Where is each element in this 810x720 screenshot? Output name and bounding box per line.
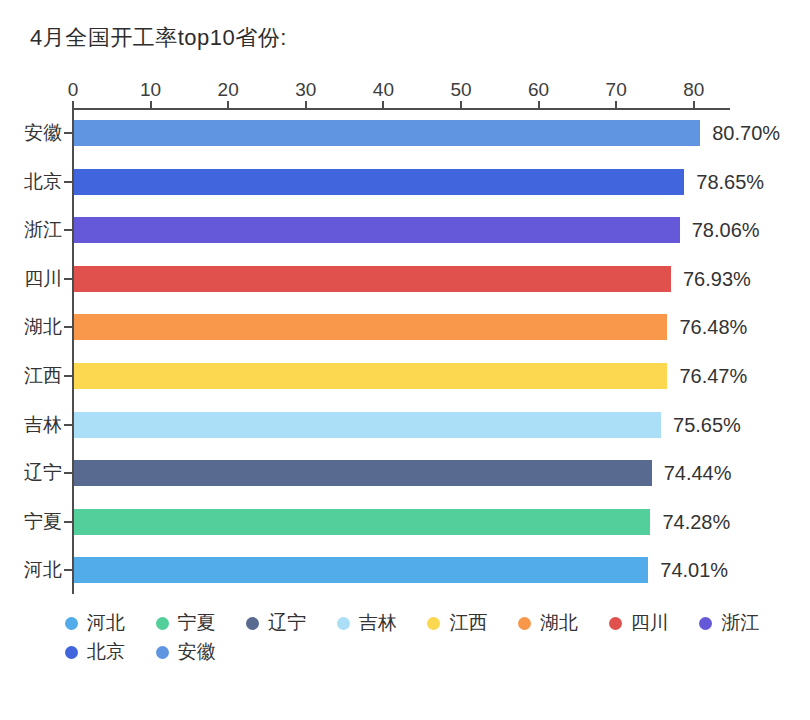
legend-item: 江西 — [427, 612, 487, 634]
legend-item: 四川 — [609, 612, 669, 634]
y-axis-tick — [64, 181, 73, 183]
x-axis-tick — [150, 101, 152, 108]
x-axis-tick-label: 60 — [517, 79, 561, 101]
x-axis-tick — [72, 101, 74, 108]
x-axis-tick-label: 0 — [51, 79, 95, 101]
x-axis-tick-label: 10 — [129, 79, 173, 101]
x-axis-tick-label: 50 — [439, 79, 483, 101]
value-label: 74.28% — [662, 511, 730, 533]
legend-item: 浙江 — [699, 612, 759, 634]
bar — [74, 217, 680, 243]
value-label: 76.47% — [679, 365, 747, 387]
bar — [74, 169, 684, 195]
legend-dot — [518, 617, 531, 630]
value-label: 80.70% — [712, 122, 780, 144]
x-axis-tick-label: 80 — [672, 79, 716, 101]
x-axis-tick-label: 30 — [284, 79, 328, 101]
category-label: 宁夏 — [0, 511, 62, 533]
x-axis-tick — [538, 101, 540, 108]
x-axis-tick — [693, 101, 695, 108]
legend-dot — [156, 646, 169, 659]
x-axis-tick — [382, 101, 384, 108]
bar — [74, 557, 648, 583]
x-axis-tick-label: 40 — [361, 79, 405, 101]
bar — [74, 363, 667, 389]
legend-label: 江西 — [449, 610, 487, 636]
bar — [74, 412, 661, 438]
x-axis-tick — [305, 101, 307, 108]
y-axis-tick — [64, 132, 73, 134]
y-axis-tick — [64, 229, 73, 231]
x-axis-tick — [460, 101, 462, 108]
legend-label: 宁夏 — [178, 610, 216, 636]
chart-title: 4月全国开工率top10省份: — [30, 23, 287, 53]
legend-dot — [156, 617, 169, 630]
y-axis-tick — [64, 375, 73, 377]
legend-dot — [65, 617, 78, 630]
y-axis-tick — [64, 521, 73, 523]
bar — [74, 120, 700, 146]
legend-label: 浙江 — [721, 610, 759, 636]
legend-item: 湖北 — [518, 612, 578, 634]
legend-dot — [699, 617, 712, 630]
legend-label: 北京 — [87, 639, 125, 665]
legend-label: 湖北 — [540, 610, 578, 636]
value-label: 75.65% — [673, 414, 741, 436]
legend-item: 吉林 — [337, 612, 397, 634]
y-axis-tick — [64, 569, 73, 571]
legend-item: 宁夏 — [156, 612, 216, 634]
legend-dot — [246, 617, 259, 630]
category-label: 辽宁 — [0, 462, 62, 484]
y-axis-tick — [64, 472, 73, 474]
value-label: 74.44% — [664, 462, 732, 484]
legend-label: 河北 — [87, 610, 125, 636]
legend-label: 辽宁 — [268, 610, 306, 636]
category-label: 四川 — [0, 268, 62, 290]
category-label: 湖北 — [0, 316, 62, 338]
category-label: 江西 — [0, 365, 62, 387]
legend-label: 吉林 — [359, 610, 397, 636]
legend-label: 四川 — [631, 610, 669, 636]
y-axis-tick — [64, 278, 73, 280]
legend-dot — [337, 617, 350, 630]
legend-item: 辽宁 — [246, 612, 306, 634]
category-label: 吉林 — [0, 414, 62, 436]
category-label: 浙江 — [0, 219, 62, 241]
x-axis-tick-label: 20 — [206, 79, 250, 101]
value-label: 76.48% — [679, 316, 747, 338]
x-axis-tick — [615, 101, 617, 108]
bar — [74, 509, 650, 535]
category-label: 北京 — [0, 171, 62, 193]
value-label: 78.65% — [696, 171, 764, 193]
legend-dot — [427, 617, 440, 630]
bar — [74, 460, 652, 486]
x-axis-line — [73, 108, 730, 110]
x-axis-tick-label: 70 — [594, 79, 638, 101]
category-label: 安徽 — [0, 122, 62, 144]
legend-item: 河北 — [65, 612, 125, 634]
value-label: 76.93% — [683, 268, 751, 290]
legend-label: 安徽 — [178, 639, 216, 665]
value-label: 74.01% — [660, 559, 728, 581]
legend-dot — [609, 617, 622, 630]
bar — [74, 314, 667, 340]
bar — [74, 266, 671, 292]
y-axis-tick — [64, 424, 73, 426]
x-axis-tick — [227, 101, 229, 108]
legend-item: 北京 — [65, 641, 125, 663]
legend-dot — [65, 646, 78, 659]
bar-chart-page: 4月全国开工率top10省份: 0 10 20 30 40 50 60 70 80 安徽 80.70… — [0, 0, 810, 720]
y-axis-tick — [64, 326, 73, 328]
legend-item: 安徽 — [156, 641, 216, 663]
value-label: 78.06% — [692, 219, 760, 241]
category-label: 河北 — [0, 559, 62, 581]
